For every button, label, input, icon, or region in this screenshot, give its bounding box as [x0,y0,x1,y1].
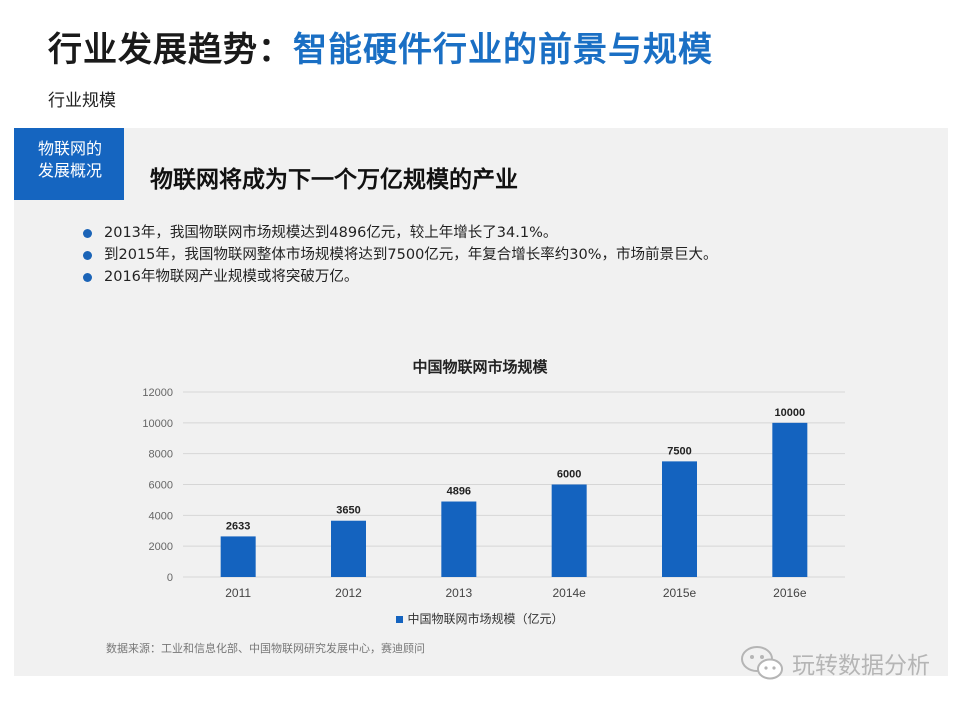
x-tick-label: 2012 [335,586,362,600]
bar [331,520,366,577]
y-tick-label: 6000 [149,480,173,492]
x-tick-label: 2016e [773,586,807,600]
bullet-item: 到2015年，我国物联网整体市场规模将达到7500亿元，年复合增长率约30%，市… [80,244,718,266]
page-title-main: 行业发展趋势 [48,30,258,70]
y-tick-label: 10000 [142,418,173,430]
bar-chart: 0 2000 4000 6000 8000 10000 12000 2633 2011 3650 2… [142,387,845,600]
content-panel [14,128,948,676]
x-tick-label: 2011 [225,586,251,600]
data-label: 7500 [667,445,691,457]
legend-label: 中国物联网市场规模（亿元） [407,612,564,626]
bar [772,422,808,577]
x-tick-label: 2013 [445,586,472,600]
data-label: 10000 [775,407,806,419]
data-label: 2633 [226,520,250,532]
section-tag-line1: 物联网的 [38,139,103,158]
y-tick-label: 2000 [149,541,173,553]
y-tick-label: 12000 [142,387,173,399]
data-label: 6000 [557,469,581,481]
y-tick-label: 4000 [149,510,173,522]
bullet-text: 2016年物联网产业规模或将突破万亿。 [104,269,359,285]
data-source-note: 数据来源：工业和信息化部、中国物联网研究发展中心，赛迪顾问 [106,642,425,655]
page-title: 行业发展趋势：智能硬件行业的前景与规模 [48,22,713,74]
bullet-dot-icon [83,251,92,260]
x-tick-label: 2014e [552,586,586,600]
bullet-text: 2013年，我国物联网市场规模达到4896亿元，较上年增长了34.1%。 [104,225,558,241]
y-tick-label: 8000 [149,449,173,461]
x-tick-label: 2015e [663,586,697,600]
section-tag: 物联网的 发展概况 [14,128,124,200]
page-subtitle: 行业规模 [48,91,116,111]
chart-legend: 中国物联网市场规模（亿元） [0,610,960,627]
bar [662,461,697,577]
bullet-dot-icon [83,229,92,238]
section-headline: 物联网将成为下一个万亿规模的产业 [150,167,518,193]
bullet-item: 2013年，我国物联网市场规模达到4896亿元，较上年增长了34.1%。 [80,222,718,244]
bar [220,536,256,577]
watermark: 玩转数据分析 [740,645,930,681]
data-label: 4896 [447,486,471,498]
section-tag-line2: 发展概况 [38,161,103,180]
watermark-text: 玩转数据分析 [792,653,930,679]
bullet-dot-icon [83,273,92,282]
legend-swatch [396,616,404,623]
chart-title: 中国物联网市场规模 [412,358,548,376]
y-tick-label: 0 [167,572,173,584]
data-label: 3650 [336,505,360,517]
page-title-accent: 智能硬件行业的前景与规模 [293,30,713,70]
page-title-colon: ： [258,30,293,70]
bullet-text: 到2015年，我国物联网整体市场规模将达到7500亿元，年复合增长率约30%，市… [104,247,718,263]
bullet-list: 2013年，我国物联网市场规模达到4896亿元，较上年增长了34.1%。 到20… [80,222,718,288]
bar [551,484,587,577]
bullet-item: 2016年物联网产业规模或将突破万亿。 [80,266,718,288]
bar [441,501,477,577]
wechat-icon [741,646,783,680]
